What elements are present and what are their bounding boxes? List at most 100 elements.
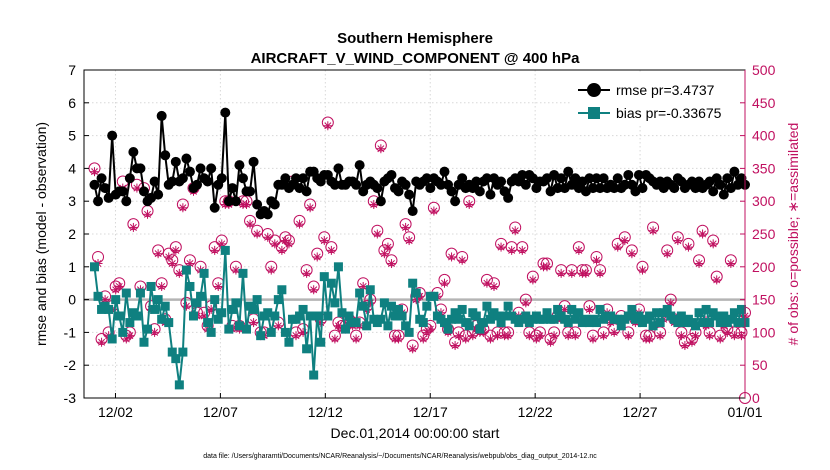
assimilated-obs-point <box>556 268 566 278</box>
series-point <box>156 110 167 121</box>
assimilated-obs-point <box>309 285 319 295</box>
y-left-tick-label: 1 <box>68 259 76 275</box>
series-point <box>238 268 248 278</box>
assimilated-obs-point <box>510 226 520 236</box>
series-point <box>139 337 149 347</box>
series-point <box>471 311 481 321</box>
assimilated-obs-point <box>680 341 690 351</box>
series-point <box>234 160 245 171</box>
assimilated-obs-point <box>178 203 188 213</box>
series-point <box>192 298 202 308</box>
series-point <box>500 311 510 321</box>
series-point <box>645 311 655 321</box>
bias-series <box>89 245 750 390</box>
assimilated-obs-point <box>574 245 584 255</box>
assimilated-obs-point <box>386 259 396 269</box>
assimilated-obs-point <box>242 199 252 209</box>
assimilated-obs-point <box>588 334 598 344</box>
series-point <box>400 179 411 190</box>
series-point <box>124 173 135 184</box>
series-point <box>330 298 340 308</box>
assimilated-obs-point <box>493 331 503 341</box>
assimilated-obs-point <box>270 239 280 249</box>
series-point <box>619 179 630 190</box>
series-point <box>401 321 411 331</box>
assimilated-obs-point <box>691 331 701 341</box>
series-point <box>485 314 495 324</box>
assimilated-obs-point <box>128 222 138 232</box>
assimilated-obs-point <box>521 298 531 308</box>
y-left-tick-label: 7 <box>68 62 76 78</box>
series-point <box>712 311 722 321</box>
series-point <box>517 169 528 180</box>
series-point <box>167 347 177 357</box>
assimilated-obs-point <box>676 331 686 341</box>
assimilated-obs-point <box>418 334 428 344</box>
series-point <box>425 183 436 194</box>
series-point <box>421 173 432 184</box>
assimilated-obs-point <box>687 337 697 347</box>
assimilated-obs-point <box>461 334 471 344</box>
series-point <box>93 291 103 301</box>
series-point <box>633 169 644 180</box>
series-point <box>227 304 237 314</box>
series-point <box>718 189 729 200</box>
assimilated-obs-point <box>698 229 708 239</box>
series-point <box>390 311 400 321</box>
series-point <box>216 173 227 184</box>
assimilated-obs-point <box>447 252 457 262</box>
series-point <box>450 308 460 318</box>
series-point <box>89 179 100 190</box>
series-point <box>280 327 290 337</box>
assimilated-obs-point <box>482 278 492 288</box>
series-point <box>457 304 467 314</box>
series-point <box>125 318 135 328</box>
series-point <box>393 186 404 197</box>
series-point <box>567 304 577 314</box>
series-point <box>443 324 453 334</box>
series-point <box>422 301 432 311</box>
series-point <box>153 295 163 305</box>
y-right-tick-label: 250 <box>752 226 776 242</box>
assimilated-obs-point <box>581 268 591 278</box>
y-left-tick-label: 4 <box>68 160 76 176</box>
x-tick-label: 12/07 <box>203 404 238 420</box>
assimilated-obs-point <box>708 239 718 249</box>
series-point <box>474 186 485 197</box>
series-point <box>386 301 396 311</box>
y-right-tick-label: 300 <box>752 193 776 209</box>
series-point <box>701 304 711 314</box>
assimilated-obs-point <box>372 229 382 239</box>
series-point <box>199 268 209 278</box>
series-point <box>93 196 104 207</box>
series-point <box>128 147 139 157</box>
series-point <box>96 173 107 184</box>
series-point <box>280 173 291 184</box>
series-point <box>362 321 372 331</box>
series-point <box>242 324 252 334</box>
assimilated-obs-point <box>599 331 609 341</box>
legend-bias-label: bias pr=-0.33675 <box>616 105 722 121</box>
series-point <box>118 327 128 337</box>
series-point <box>210 295 220 305</box>
assimilated-obs-point <box>245 219 255 229</box>
data-file-footnote: data file: /Users/gharamti/Documents/NCA… <box>203 453 597 460</box>
series-point <box>570 314 580 324</box>
series-point <box>592 318 602 328</box>
series-point <box>705 318 715 328</box>
series-point <box>591 173 602 184</box>
series-point <box>365 285 375 295</box>
series-point <box>203 318 213 328</box>
assimilated-obs-point <box>273 321 283 331</box>
assimilated-obs-point <box>379 249 389 259</box>
series-point <box>493 311 503 321</box>
assimilated-obs-point <box>323 121 333 131</box>
x-tick-label: 01/01 <box>727 404 762 420</box>
series-point <box>411 288 421 298</box>
y-left-tick-label: 3 <box>68 193 76 209</box>
series-point <box>408 278 418 288</box>
assimilated-obs-point <box>263 232 273 242</box>
series-point <box>206 327 216 337</box>
series-point <box>333 262 343 272</box>
assimilated-obs-point <box>125 331 135 341</box>
